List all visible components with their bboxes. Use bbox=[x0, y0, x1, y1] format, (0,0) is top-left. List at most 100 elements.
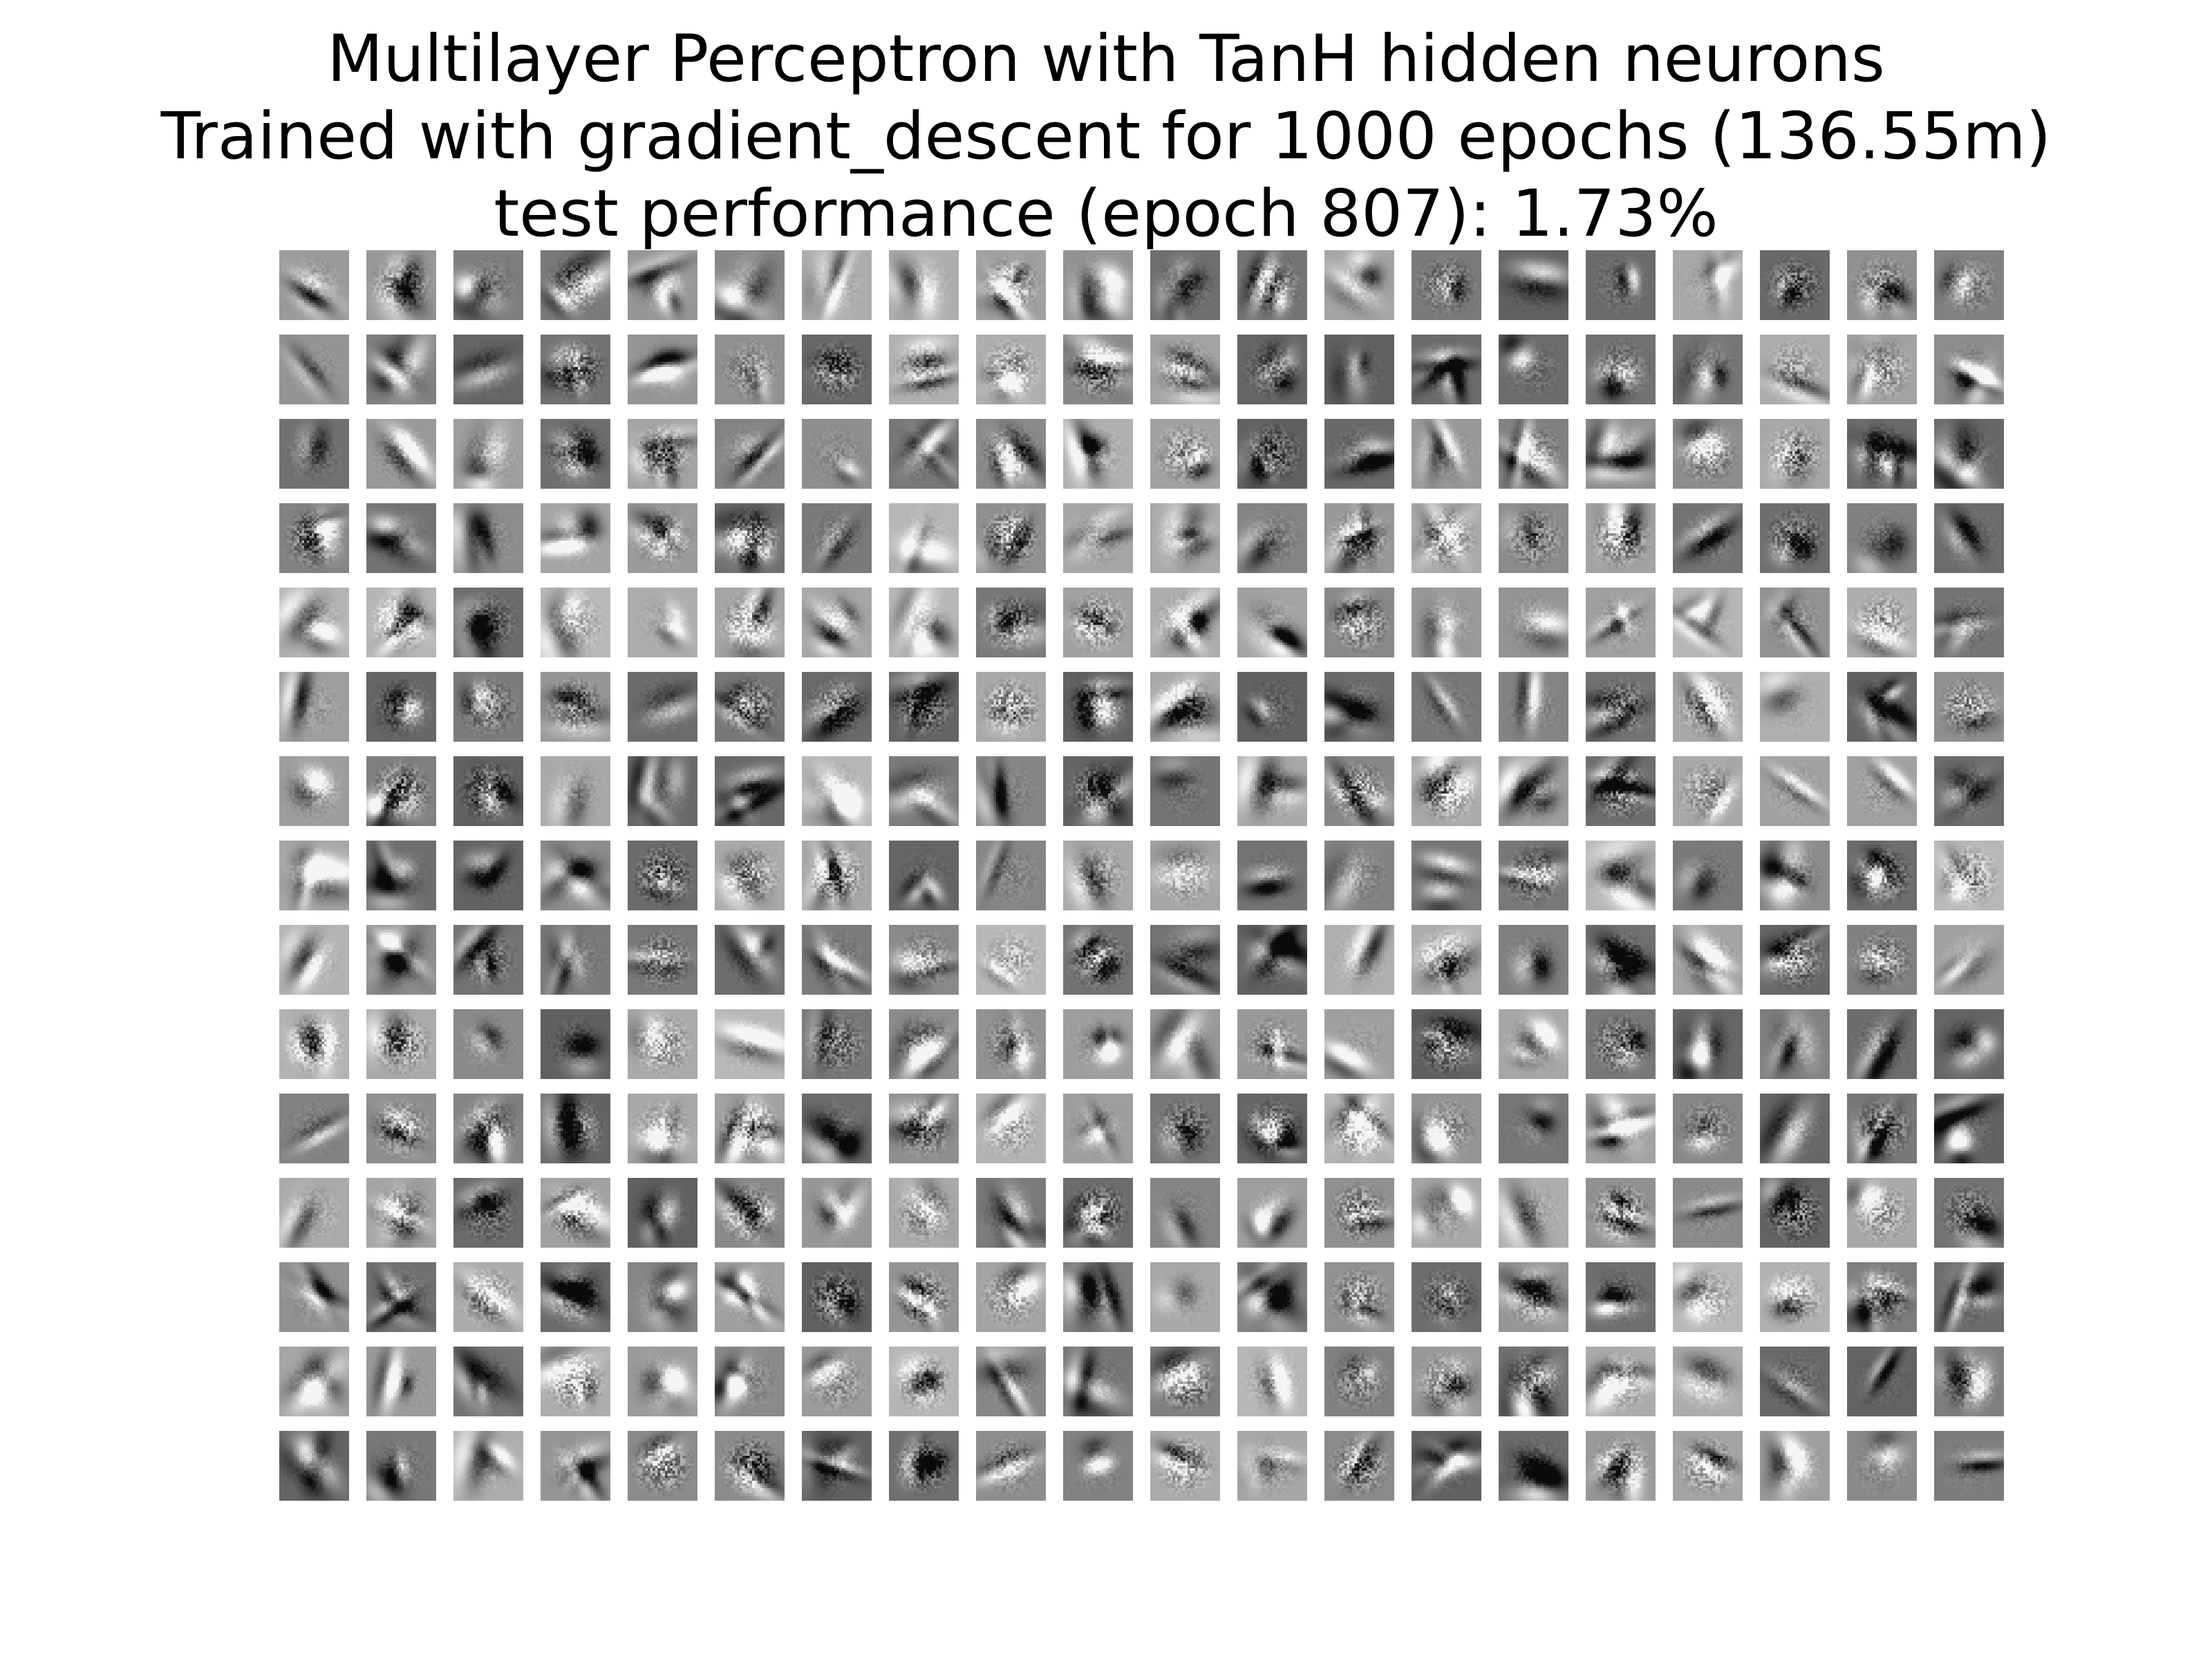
hidden-neuron-filter bbox=[1237, 1262, 1307, 1332]
hidden-neuron-filter bbox=[1673, 672, 1743, 742]
hidden-neuron-filter bbox=[889, 250, 959, 320]
hidden-neuron-filter bbox=[976, 503, 1046, 573]
filter-image bbox=[1499, 335, 1568, 404]
hidden-neuron-filter bbox=[1237, 588, 1307, 657]
hidden-neuron-filter bbox=[715, 250, 785, 320]
filter-image bbox=[715, 841, 785, 910]
hidden-neuron-filter bbox=[1760, 335, 1830, 404]
hidden-neuron-filter bbox=[1150, 335, 1220, 404]
filter-image bbox=[976, 841, 1046, 910]
hidden-neuron-filter bbox=[279, 588, 349, 657]
filter-image bbox=[1586, 1009, 1656, 1079]
filter-image bbox=[1324, 756, 1394, 826]
filter-image bbox=[1237, 503, 1307, 573]
hidden-neuron-filter bbox=[1934, 588, 2004, 657]
hidden-neuron-filter bbox=[802, 335, 872, 404]
filter-image bbox=[1412, 503, 1481, 573]
hidden-neuron-filter bbox=[889, 1094, 959, 1163]
filter-image bbox=[1412, 1094, 1481, 1163]
hidden-neuron-filter bbox=[1150, 588, 1220, 657]
hidden-neuron-filter bbox=[1934, 1094, 2004, 1163]
filter-image bbox=[1150, 1262, 1220, 1332]
hidden-neuron-filter bbox=[976, 250, 1046, 320]
filter-image bbox=[1934, 335, 2004, 404]
hidden-neuron-filter bbox=[1760, 1347, 1830, 1416]
filter-image bbox=[1324, 841, 1394, 910]
hidden-neuron-filter bbox=[1760, 1262, 1830, 1332]
filter-image bbox=[1760, 1094, 1830, 1163]
filter-image bbox=[1412, 756, 1481, 826]
hidden-neuron-filter bbox=[1150, 1178, 1220, 1248]
filter-image bbox=[366, 925, 436, 995]
filter-image bbox=[1237, 925, 1307, 995]
filter-image bbox=[1237, 1262, 1307, 1332]
hidden-neuron-filter bbox=[1673, 588, 1743, 657]
hidden-neuron-filter bbox=[1499, 1262, 1568, 1332]
filter-image bbox=[1150, 588, 1220, 657]
filter-image bbox=[366, 1431, 436, 1501]
filter-image bbox=[715, 1347, 785, 1416]
hidden-neuron-filter bbox=[1673, 1094, 1743, 1163]
filter-image bbox=[1063, 756, 1133, 826]
filter-image bbox=[541, 1178, 610, 1248]
hidden-neuron-filter bbox=[802, 419, 872, 489]
hidden-neuron-filter bbox=[1063, 1431, 1133, 1501]
hidden-neuron-filter bbox=[976, 419, 1046, 489]
filter-image bbox=[802, 1431, 872, 1501]
hidden-neuron-filter bbox=[366, 250, 436, 320]
filter-image bbox=[1412, 925, 1481, 995]
hidden-neuron-filter bbox=[1760, 841, 1830, 910]
hidden-neuron-filter bbox=[1847, 335, 1917, 404]
filter-image bbox=[889, 503, 959, 573]
hidden-neuron-filter bbox=[1847, 1262, 1917, 1332]
filter-image bbox=[889, 672, 959, 742]
hidden-neuron-filter bbox=[1150, 250, 1220, 320]
filter-image bbox=[1499, 1347, 1568, 1416]
filter-image bbox=[1237, 250, 1307, 320]
filter-image bbox=[1760, 672, 1830, 742]
hidden-neuron-filter bbox=[1673, 335, 1743, 404]
filter-image bbox=[366, 1347, 436, 1416]
hidden-neuron-filter bbox=[1237, 335, 1307, 404]
filter-image bbox=[1237, 419, 1307, 489]
filter-image bbox=[628, 335, 697, 404]
hidden-neuron-filter bbox=[628, 588, 697, 657]
filter-image bbox=[715, 672, 785, 742]
title-line-3: test performance (epoch 807): 1.73% bbox=[494, 176, 1718, 252]
hidden-neuron-filter bbox=[1760, 250, 1830, 320]
hidden-neuron-filter bbox=[1586, 925, 1656, 995]
hidden-neuron-filter bbox=[366, 1009, 436, 1079]
figure-title: Multilayer Perceptron with TanH hidden n… bbox=[0, 21, 2212, 253]
filter-image bbox=[541, 419, 610, 489]
hidden-neuron-filter bbox=[715, 335, 785, 404]
filter-image bbox=[1499, 503, 1568, 573]
hidden-neuron-filter bbox=[976, 756, 1046, 826]
filter-image bbox=[1673, 1009, 1743, 1079]
hidden-neuron-filter bbox=[453, 1094, 523, 1163]
hidden-neuron-filter bbox=[802, 1431, 872, 1501]
filter-image bbox=[366, 503, 436, 573]
filter-image bbox=[889, 335, 959, 404]
filter-image bbox=[976, 1009, 1046, 1079]
hidden-neuron-filter bbox=[802, 1178, 872, 1248]
hidden-neuron-filter bbox=[1586, 503, 1656, 573]
filter-image bbox=[1412, 250, 1481, 320]
hidden-neuron-filter bbox=[1760, 1009, 1830, 1079]
filter-image bbox=[366, 1094, 436, 1163]
hidden-neuron-filter bbox=[715, 1347, 785, 1416]
filter-image bbox=[1847, 1262, 1917, 1332]
hidden-neuron-filter bbox=[1412, 419, 1481, 489]
filter-image bbox=[1063, 672, 1133, 742]
hidden-neuron-filter bbox=[1150, 503, 1220, 573]
hidden-neuron-filter bbox=[1499, 419, 1568, 489]
hidden-neuron-filter bbox=[1150, 1262, 1220, 1332]
filter-image bbox=[1586, 672, 1656, 742]
filter-image bbox=[628, 503, 697, 573]
hidden-neuron-filter bbox=[628, 419, 697, 489]
hidden-neuron-filter bbox=[1063, 1347, 1133, 1416]
filter-image bbox=[453, 250, 523, 320]
filter-image bbox=[1324, 672, 1394, 742]
filter-image bbox=[976, 503, 1046, 573]
filter-image bbox=[1412, 335, 1481, 404]
filter-image bbox=[279, 588, 349, 657]
